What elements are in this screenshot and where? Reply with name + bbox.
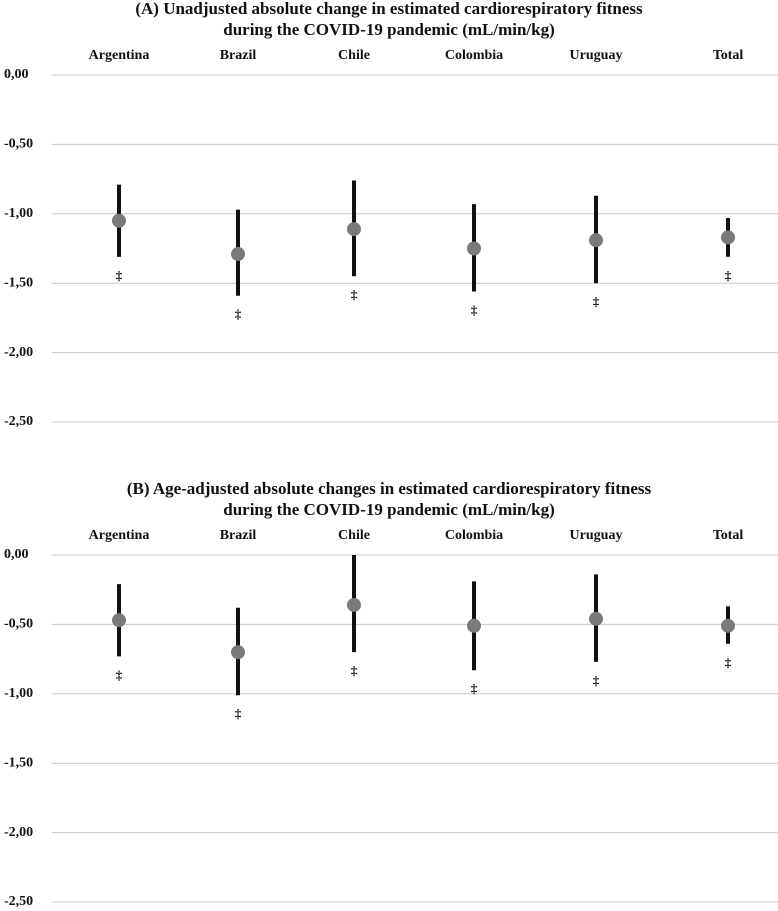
category-label: Chile	[338, 528, 370, 543]
y-tick-label: -1,00	[4, 686, 33, 701]
category-label: Uruguay	[570, 528, 623, 543]
y-tick-label: 0,00	[4, 547, 29, 562]
significance-marker: ‡	[471, 303, 478, 318]
y-tick-label: -2,00	[4, 345, 33, 360]
category-label: Brazil	[220, 48, 257, 63]
y-tick-label: -1,50	[4, 755, 33, 770]
significance-marker: ‡	[593, 294, 600, 309]
chart-title: (B) Age-adjusted absolute changes in est…	[127, 479, 652, 498]
chart-title: during the COVID-19 pandemic (mL/min/kg)	[223, 20, 555, 39]
point-estimate	[467, 618, 481, 633]
point-estimate	[112, 613, 126, 628]
point-estimate	[347, 222, 361, 237]
point-estimate	[721, 618, 735, 633]
category-label: Total	[713, 48, 744, 63]
y-tick-label: -0,50	[4, 617, 33, 632]
point-estimate	[589, 233, 603, 248]
point-estimate	[589, 611, 603, 626]
category-label: Argentina	[89, 528, 150, 543]
category-label: Total	[713, 528, 744, 543]
y-tick-label: -2,00	[4, 825, 33, 840]
category-label: Chile	[338, 48, 370, 63]
point-estimate	[231, 645, 245, 660]
category-label: Colombia	[445, 528, 503, 543]
significance-marker: ‡	[725, 268, 732, 283]
category-label: Brazil	[220, 528, 257, 543]
significance-marker: ‡	[725, 655, 732, 670]
category-label: Colombia	[445, 48, 503, 63]
y-tick-label: -2,50	[4, 894, 33, 909]
significance-marker: ‡	[235, 307, 242, 322]
point-estimate	[112, 213, 126, 228]
point-estimate	[231, 247, 245, 262]
y-tick-label: -0,50	[4, 137, 33, 152]
point-estimate	[347, 597, 361, 612]
point-estimate	[721, 230, 735, 245]
category-label: Uruguay	[570, 48, 623, 63]
y-tick-label: -1,50	[4, 275, 33, 290]
chart-title: (A) Unadjusted absolute change in estima…	[135, 0, 643, 18]
significance-marker: ‡	[116, 268, 123, 283]
chart-title: during the COVID-19 pandemic (mL/min/kg)	[223, 500, 555, 519]
significance-marker: ‡	[351, 663, 358, 678]
significance-marker: ‡	[116, 667, 123, 682]
significance-marker: ‡	[351, 287, 358, 302]
y-tick-label: -1,00	[4, 206, 33, 221]
y-tick-label: -2,50	[4, 414, 33, 429]
point-estimate	[467, 241, 481, 256]
y-tick-label: 0,00	[4, 67, 29, 82]
significance-marker: ‡	[235, 706, 242, 721]
significance-marker: ‡	[471, 681, 478, 696]
significance-marker: ‡	[593, 673, 600, 688]
category-label: Argentina	[89, 48, 150, 63]
